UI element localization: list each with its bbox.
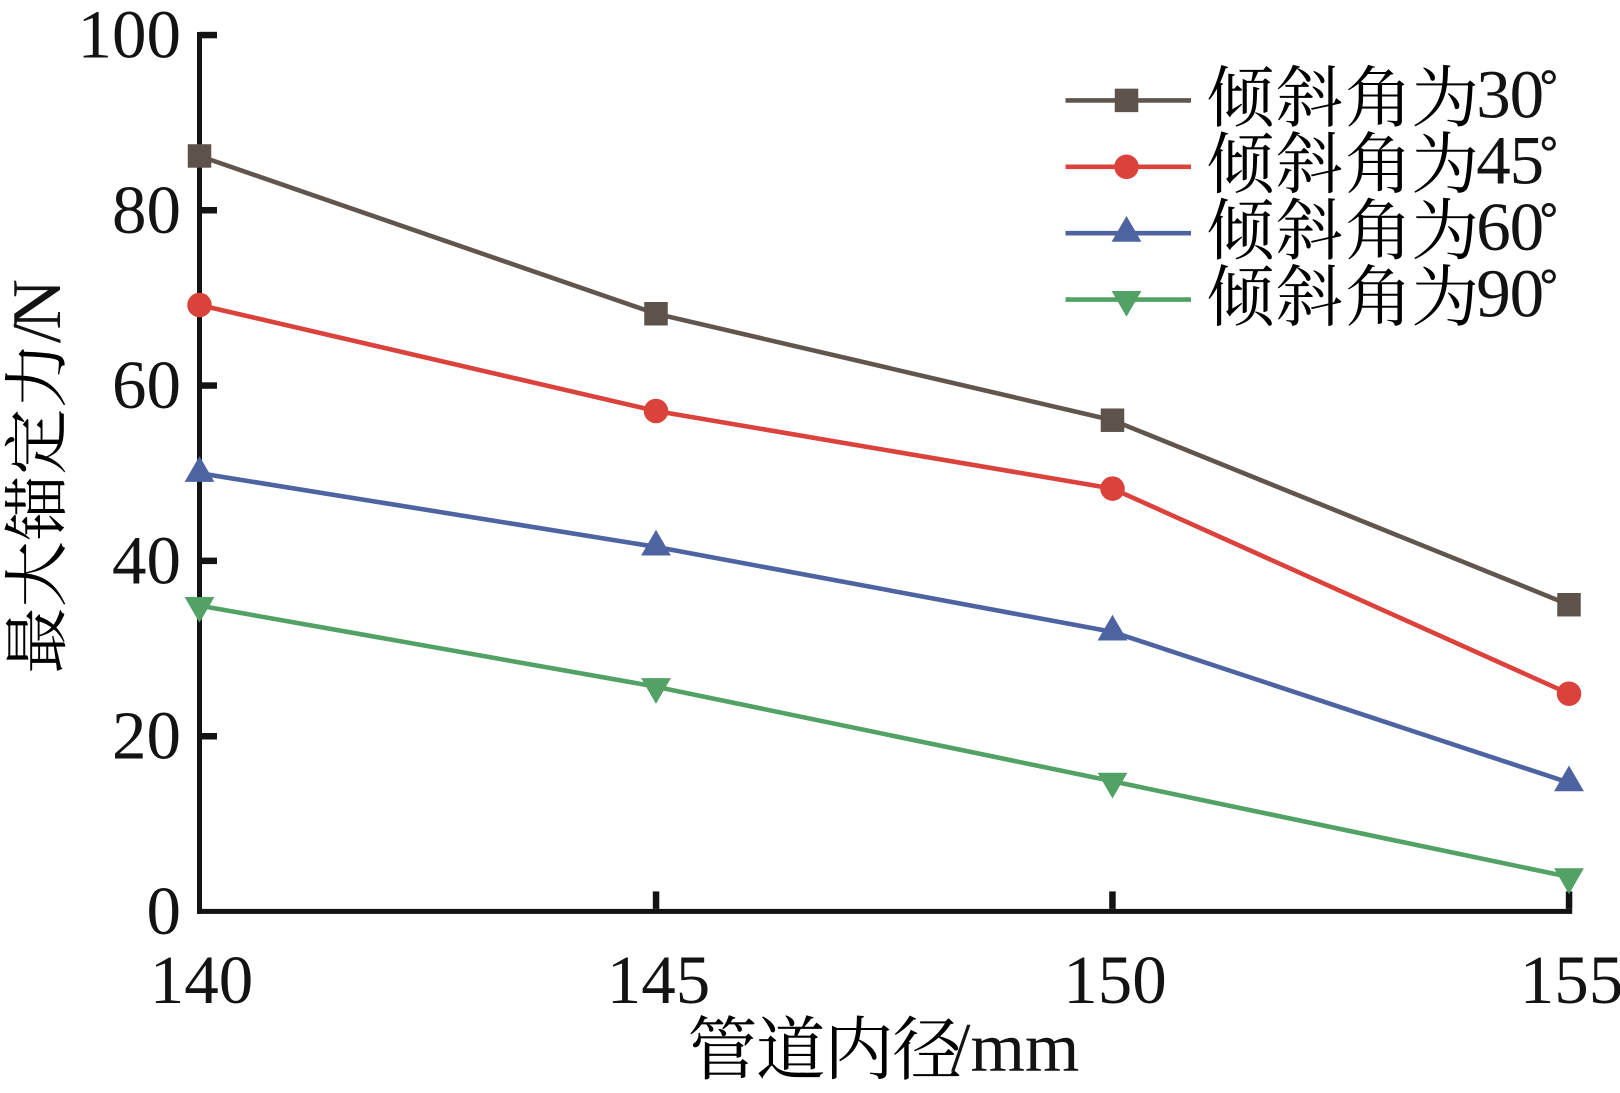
svg-text:155: 155 — [1520, 942, 1620, 1018]
svg-text:145: 145 — [607, 942, 711, 1018]
svg-text:N: N — [0, 279, 76, 330]
svg-text:30: 30 — [1476, 56, 1543, 132]
svg-text:0: 0 — [147, 873, 182, 949]
svg-text:150: 150 — [1063, 942, 1167, 1018]
svg-text:140: 140 — [150, 942, 254, 1018]
svg-text:60: 60 — [1476, 189, 1543, 265]
svg-text:40: 40 — [112, 522, 181, 598]
svg-text:60: 60 — [112, 347, 181, 423]
svg-text:/mm: /mm — [951, 1010, 1079, 1087]
svg-text:100: 100 — [78, 0, 182, 73]
svg-text:90: 90 — [1476, 256, 1543, 332]
svg-text:20: 20 — [112, 698, 181, 774]
svg-text:80: 80 — [112, 172, 181, 248]
svg-text:/: / — [0, 323, 76, 343]
svg-text:45: 45 — [1476, 123, 1543, 199]
